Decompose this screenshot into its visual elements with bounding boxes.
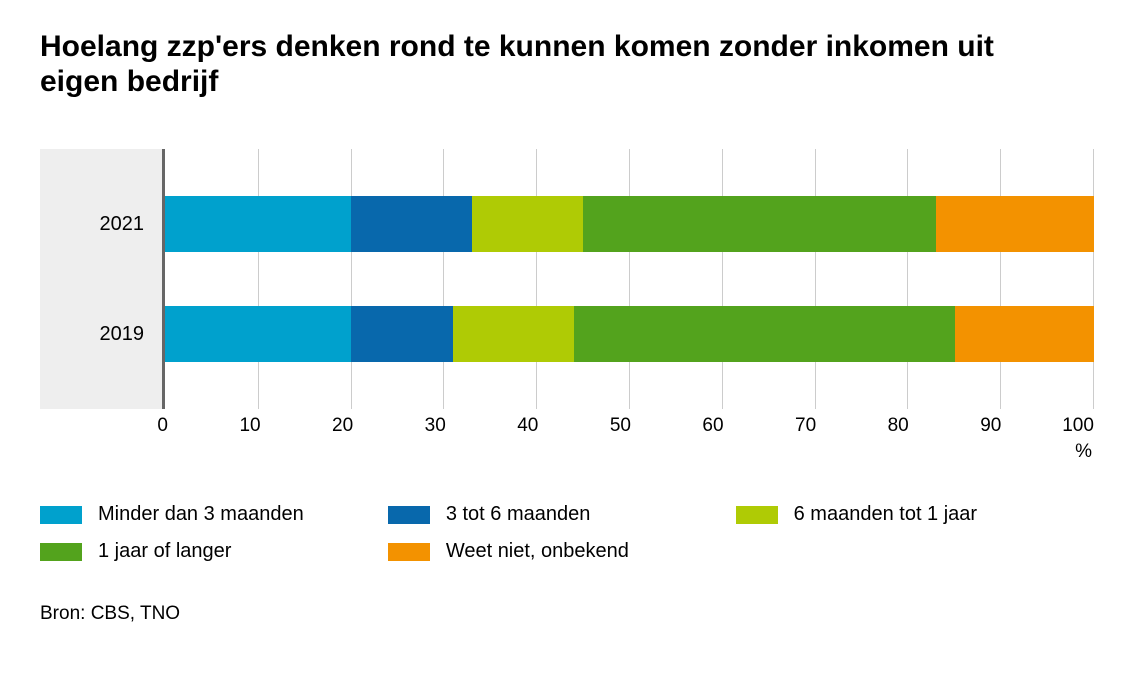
legend-item: Minder dan 3 maanden [40, 503, 388, 526]
bar-segment [453, 306, 574, 362]
bar-segment [955, 306, 1094, 362]
legend-label: 6 maanden tot 1 jaar [794, 503, 977, 526]
chart-plot: 2021 2019 [40, 149, 1094, 409]
legend-label: Minder dan 3 maanden [98, 503, 304, 526]
chart-title: Hoelang zzp'ers denken rond te kunnen ko… [40, 30, 1040, 99]
y-axis-label: 2019 [40, 323, 162, 346]
bar-row [165, 196, 1094, 252]
y-axis-labels: 2021 2019 [40, 149, 165, 409]
plot-area [165, 149, 1094, 409]
bar-row [165, 306, 1094, 362]
legend-swatch [40, 543, 82, 561]
chart-legend: Minder dan 3 maanden 3 tot 6 maanden 6 maa… [40, 503, 1094, 563]
bar-segment [351, 196, 472, 252]
legend-label: 3 tot 6 maanden [446, 503, 591, 526]
bars-container [165, 169, 1094, 389]
source-text: Bron: CBS, TNO [40, 603, 1094, 625]
legend-label: Weet niet, onbekend [446, 540, 629, 563]
bar-segment [936, 196, 1094, 252]
legend-item: 1 jaar of langer [40, 540, 388, 563]
bar-segment [574, 306, 955, 362]
y-axis-label: 2021 [40, 213, 162, 236]
bar-segment [165, 306, 351, 362]
bar-segment [351, 306, 453, 362]
bar-segment [472, 196, 583, 252]
legend-item: Weet niet, onbekend [388, 540, 736, 563]
legend-swatch [388, 543, 430, 561]
bar-segment [165, 196, 351, 252]
x-axis-ticks: 0102030405060708090100 [168, 415, 1094, 437]
legend-swatch [736, 506, 778, 524]
legend-swatch [40, 506, 82, 524]
legend-swatch [388, 506, 430, 524]
legend-label: 1 jaar of langer [98, 540, 231, 563]
legend-item: 6 maanden tot 1 jaar [736, 503, 1084, 526]
x-axis-unit: % [40, 441, 1094, 463]
bar-segment [583, 196, 936, 252]
legend-item: 3 tot 6 maanden [388, 503, 736, 526]
